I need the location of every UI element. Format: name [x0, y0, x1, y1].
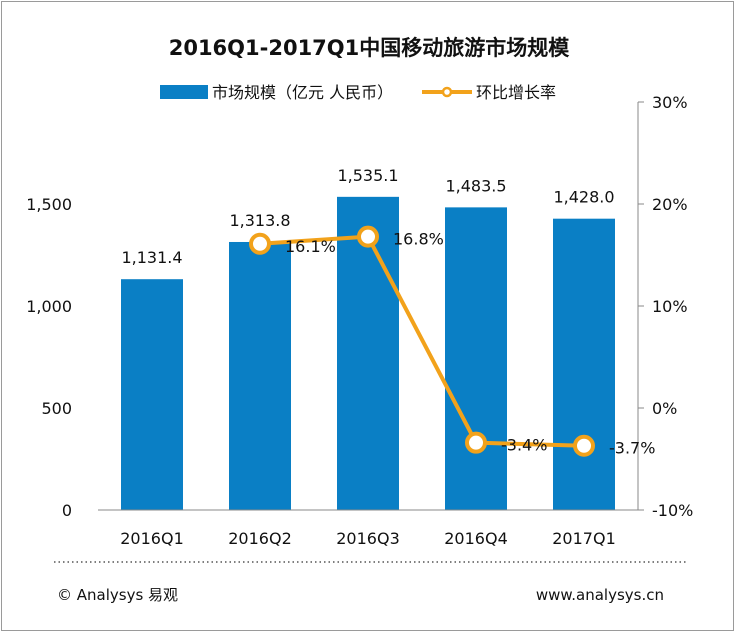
- bar: [337, 196, 399, 510]
- right-tick-label: 0%: [652, 399, 677, 418]
- bar: [121, 279, 183, 510]
- category-label: 2016Q4: [444, 529, 508, 548]
- right-tick-label: 30%: [652, 93, 688, 112]
- left-tick-label: 1,000: [26, 297, 72, 316]
- bar: [229, 241, 291, 510]
- bar-series: [121, 196, 615, 511]
- chart-title: 2016Q1-2017Q1中国移动旅游市场规模: [169, 36, 571, 60]
- growth-line: [259, 234, 585, 448]
- right-tick-label: 20%: [652, 195, 688, 214]
- x-axis: 2016Q1 2016Q2 2016Q3 2016Q4 2017Q1: [98, 509, 638, 548]
- category-label: 2017Q1: [552, 529, 616, 548]
- bar: [445, 207, 507, 510]
- category-label: 2016Q2: [228, 529, 292, 548]
- left-tick-label: 1,500: [26, 195, 72, 214]
- line-data-labels: 16.1% 16.8% -3.4% -3.7%: [285, 230, 655, 458]
- legend-bar-label: 市场规模（亿元 人民币）: [212, 83, 393, 102]
- right-tick-label: 10%: [652, 297, 688, 316]
- growth-value-label: -3.7%: [609, 439, 655, 458]
- legend: 市场规模（亿元 人民币） 环比增长率: [160, 83, 556, 102]
- bar-value-label: 1,131.4: [121, 248, 182, 267]
- left-axis: 0 500 1,000 1,500: [26, 195, 72, 520]
- bar: [553, 218, 615, 511]
- legend-line-marker: [441, 86, 453, 98]
- bar-value-label: 1,313.8: [229, 211, 290, 230]
- bar-value-label: 1,535.1: [337, 166, 398, 185]
- legend-line-label: 环比增长率: [476, 83, 556, 102]
- growth-value-label: -3.4%: [501, 436, 547, 455]
- growth-point: [357, 225, 379, 248]
- right-tick-label: -10%: [652, 501, 693, 520]
- category-label: 2016Q3: [336, 529, 400, 548]
- growth-value-label: 16.1%: [285, 237, 336, 256]
- growth-value-label: 16.8%: [393, 230, 444, 249]
- bar-value-label: 1,428.0: [553, 188, 614, 207]
- footer-website: www.analysys.cn: [536, 586, 664, 604]
- left-tick-label: 500: [41, 399, 72, 418]
- footer-brand: © Analysys 易观: [57, 586, 178, 604]
- right-axis: -10% 0% 10% 20% 30%: [637, 93, 693, 520]
- bar-value-label: 1,483.5: [445, 176, 506, 195]
- growth-point: [573, 434, 595, 457]
- left-tick-label: 0: [62, 501, 72, 520]
- growth-point: [249, 232, 271, 255]
- legend-bar-swatch: [160, 85, 208, 99]
- bar-data-labels: 1,131.4 1,313.8 1,535.1 1,483.5 1,428.0: [121, 166, 614, 267]
- growth-point: [465, 431, 487, 454]
- category-label: 2016Q1: [120, 529, 184, 548]
- growth-line-series: [249, 225, 595, 457]
